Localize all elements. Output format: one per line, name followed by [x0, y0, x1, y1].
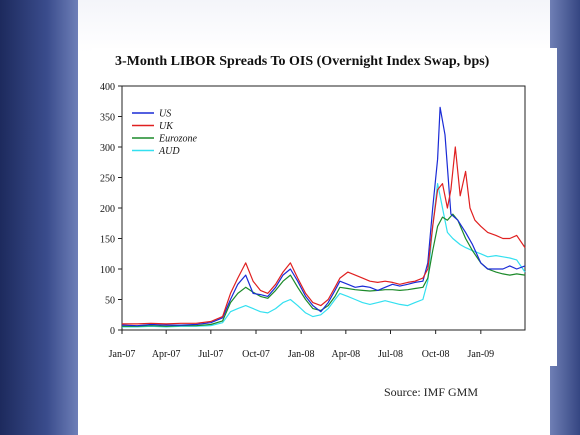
legend-label-eurozone: Eurozone [158, 134, 198, 145]
y-tick-label: 400 [100, 82, 115, 93]
series-line-aud [122, 183, 526, 328]
source-note: Source: IMF GMM [384, 385, 479, 399]
x-tick-label: Jan-09 [467, 349, 494, 360]
legend-label-us: US [159, 109, 171, 120]
left-decor-band [0, 0, 78, 435]
legend-label-uk: UK [159, 121, 174, 132]
x-tick-label: Jan-07 [109, 349, 136, 360]
x-tick-label: Oct-07 [242, 349, 270, 360]
y-tick-label: 300 [100, 143, 115, 154]
y-tick-label: 350 [100, 113, 115, 124]
y-tick-label: 50 [105, 296, 115, 307]
y-tick-label: 0 [110, 326, 115, 337]
y-tick-label: 150 [100, 235, 115, 246]
y-tick-label: 100 [100, 265, 115, 276]
series-line-eurozone [122, 213, 526, 327]
y-tick-label: 200 [100, 204, 115, 215]
legend-label-aud: AUD [158, 146, 180, 157]
x-tick-label: Jul-08 [378, 349, 403, 360]
series-line-uk [122, 146, 526, 325]
x-tick-label: Apr-08 [331, 349, 360, 360]
x-tick-label: Jul-07 [198, 349, 223, 360]
x-tick-label: Apr-07 [152, 349, 181, 360]
y-tick-label: 250 [100, 174, 115, 185]
chart-title: 3-Month LIBOR Spreads To OIS (Overnight … [115, 54, 490, 69]
series-line-us [121, 106, 526, 327]
x-tick-label: Oct-08 [422, 349, 450, 360]
plot-frame [121, 85, 526, 331]
chart-card [92, 48, 557, 366]
x-tick-label: Jan-08 [288, 349, 315, 360]
